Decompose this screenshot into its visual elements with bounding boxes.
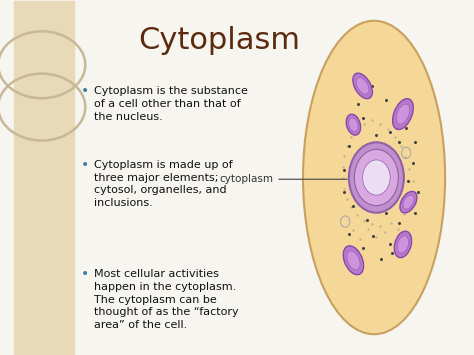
- Ellipse shape: [349, 118, 358, 131]
- Ellipse shape: [392, 99, 413, 130]
- Text: cytoplasm: cytoplasm: [219, 174, 347, 184]
- Text: Cytoplasm is made up of
three major elements;
cytosol, organelles, and
inclusion: Cytoplasm is made up of three major elem…: [94, 160, 233, 208]
- Ellipse shape: [400, 191, 417, 213]
- Text: Cytoplasm: Cytoplasm: [138, 26, 300, 55]
- Text: •: •: [81, 267, 90, 281]
- Ellipse shape: [394, 231, 411, 258]
- Ellipse shape: [347, 251, 360, 270]
- Text: Most cellular activities
happen in the cytoplasm.
The cytoplasm can be
thought o: Most cellular activities happen in the c…: [94, 269, 239, 330]
- Ellipse shape: [397, 236, 409, 253]
- Ellipse shape: [303, 21, 445, 334]
- Ellipse shape: [353, 73, 373, 99]
- Bar: [14, 1, 74, 354]
- Ellipse shape: [363, 160, 390, 195]
- Ellipse shape: [403, 195, 414, 209]
- Ellipse shape: [346, 114, 361, 135]
- Text: •: •: [81, 84, 90, 98]
- Text: Cytoplasm is the substance
of a cell other than that of
the nucleus.: Cytoplasm is the substance of a cell oth…: [94, 86, 248, 121]
- Ellipse shape: [343, 246, 364, 275]
- Ellipse shape: [356, 78, 369, 94]
- Ellipse shape: [396, 104, 410, 124]
- Ellipse shape: [349, 142, 404, 213]
- Text: •: •: [81, 158, 90, 172]
- Ellipse shape: [355, 149, 398, 206]
